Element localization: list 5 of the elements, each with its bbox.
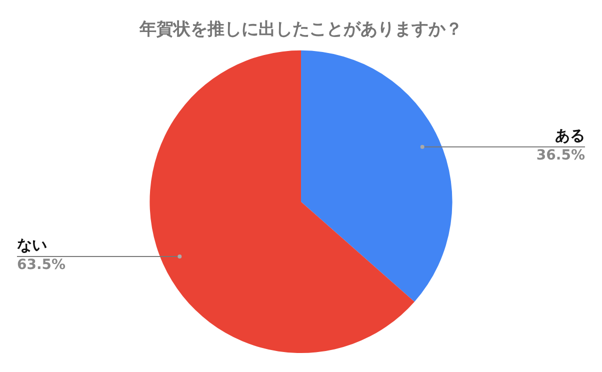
slice-label: ある xyxy=(555,126,585,144)
slice-label: ない xyxy=(17,236,47,254)
data-label: 63.5% xyxy=(17,257,66,274)
data-label: 36.5% xyxy=(536,148,585,164)
chart-title: 年賀状を推しに出したことがありますか？ xyxy=(138,20,462,40)
